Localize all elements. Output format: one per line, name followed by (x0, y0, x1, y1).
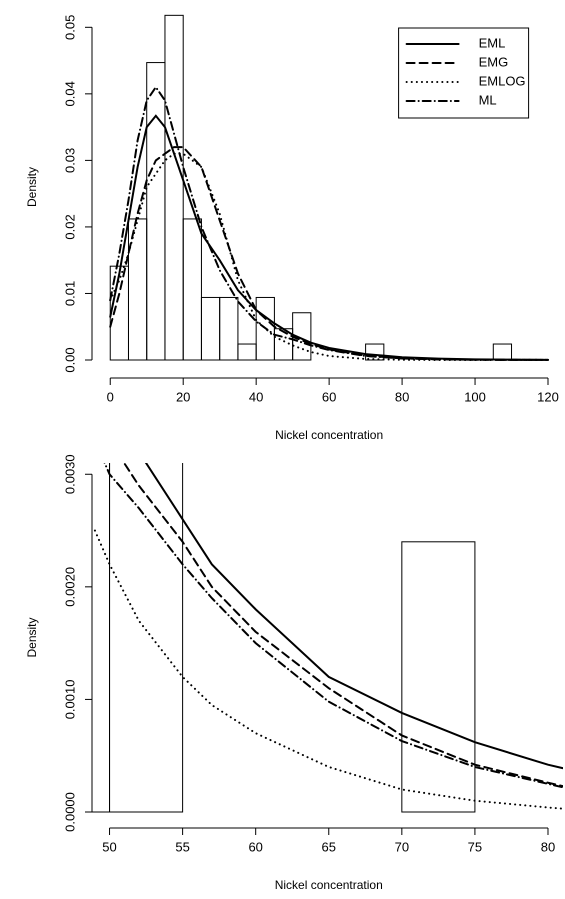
y-tick-label: 0.0020 (62, 567, 77, 607)
plot-area (92, 463, 563, 813)
plot-area (109, 14, 550, 361)
x-axis-title: Nickel concentration (275, 428, 383, 442)
y-axis-title: Density (25, 167, 39, 207)
density-line (122, 463, 563, 788)
x-tick-label: 40 (249, 389, 263, 404)
x-axis-title: Nickel concentration (275, 878, 383, 892)
y-tick-label: 0.04 (62, 81, 77, 106)
histogram-bar (237, 343, 257, 361)
x-tick-label: 60 (322, 389, 336, 404)
density-line (109, 152, 550, 361)
x-tick-label: 80 (541, 839, 555, 854)
x-tick-label: 60 (248, 839, 262, 854)
histogram-bar (401, 541, 476, 813)
y-tick-label: 0.05 (62, 15, 77, 40)
density-line (109, 114, 550, 361)
y-tick-label: 0.0000 (62, 792, 77, 832)
legend-label: EMG (479, 54, 509, 69)
histogram-bar (109, 463, 184, 813)
y-tick-label: 0.03 (62, 148, 77, 173)
histogram-bar (146, 62, 166, 361)
x-tick-label: 75 (468, 839, 482, 854)
x-tick-label: 0 (107, 389, 114, 404)
histogram-bar (182, 218, 202, 361)
legend-label: ML (479, 92, 497, 107)
density-line (109, 146, 550, 361)
density-line (103, 463, 563, 789)
y-tick-label: 0.02 (62, 214, 77, 239)
histogram-bar (492, 343, 513, 361)
y-tick-label: 0.01 (62, 281, 77, 306)
x-tick-label: 80 (395, 389, 409, 404)
histogram-bar (365, 343, 385, 361)
y-tick-label: 0.0010 (62, 680, 77, 720)
density-line (93, 529, 563, 810)
y-axis-title: Density (25, 617, 39, 657)
y-tick-label: 0.00 (62, 347, 77, 372)
legend-label: EMLOG (479, 73, 526, 88)
x-tick-label: 120 (537, 389, 559, 404)
histogram-bar (219, 296, 239, 361)
x-tick-label: 20 (176, 389, 190, 404)
histogram-bar (200, 296, 221, 361)
x-tick-label: 55 (175, 839, 189, 854)
x-tick-label: 100 (464, 389, 486, 404)
density-line (144, 463, 563, 770)
x-tick-label: 50 (102, 839, 116, 854)
histogram-bar (127, 218, 148, 361)
y-tick-label: 0.0030 (62, 454, 77, 494)
legend-label: EML (479, 35, 506, 50)
density-line (109, 85, 550, 361)
x-tick-label: 70 (395, 839, 409, 854)
x-tick-label: 65 (322, 839, 336, 854)
histogram-bar (164, 14, 184, 361)
